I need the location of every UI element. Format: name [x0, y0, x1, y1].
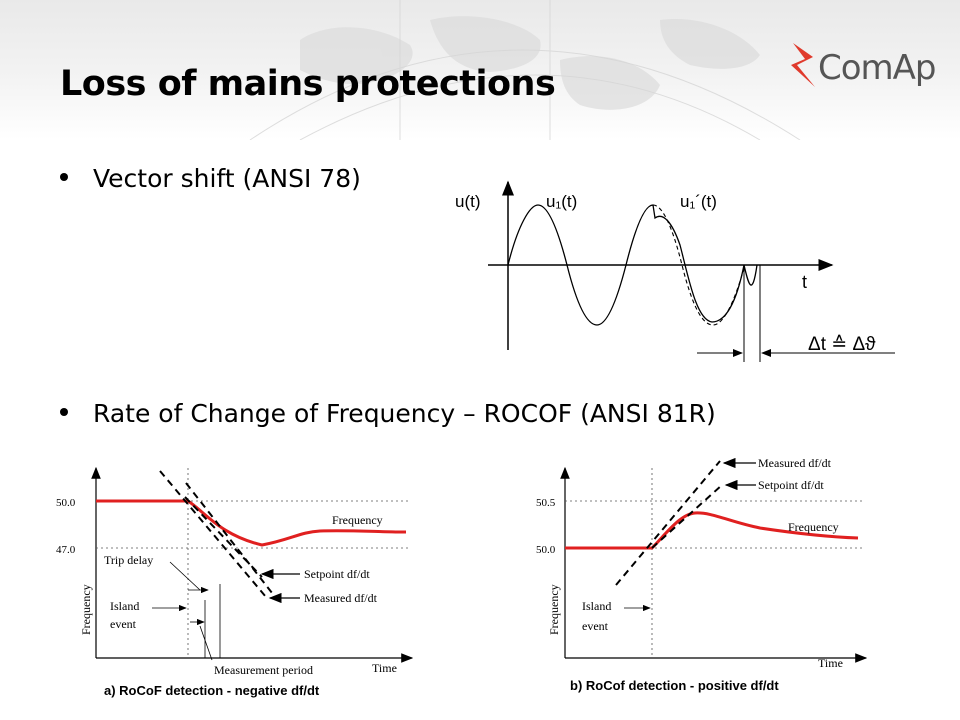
pos-island-label-2: event	[582, 619, 609, 633]
neg-trip-delay-box	[100, 551, 172, 568]
neg-measured-label: Measured df/dt	[304, 591, 378, 605]
bullet-dot	[60, 408, 68, 416]
pos-setpoint-label: Setpoint df/dt	[758, 478, 824, 492]
pos-island-box	[576, 596, 626, 636]
neg-island-box	[104, 596, 154, 636]
neg-island-label-1: Island	[110, 599, 139, 613]
neg-measured-line	[159, 470, 267, 598]
neg-xlabel: Time	[372, 661, 397, 675]
pos-caption: b) RoCof detection - positive df/dt	[570, 678, 779, 693]
bullet-dot	[60, 173, 68, 181]
pos-frequency-label: Frequency	[788, 520, 839, 534]
vs-label-t: t	[802, 272, 807, 292]
bullet-text: Vector shift (ANSI 78)	[93, 164, 361, 193]
neg-setpoint-label: Setpoint df/dt	[304, 567, 370, 581]
vs-label-u1-prime: u₁´(t)	[680, 192, 717, 211]
pos-measured-label: Measured df/dt	[758, 456, 832, 470]
neg-setpoint-line	[184, 496, 263, 578]
neg-tick-50: 50.0	[56, 497, 76, 509]
vs-label-u1: u₁(t)	[546, 192, 577, 211]
neg-measurement-label: Measurement period	[214, 663, 313, 677]
neg-tick-47: 47.0	[56, 544, 76, 556]
vs-label-delta: Δt ≙ Δϑ	[808, 334, 876, 355]
neg-frequency-label: Frequency	[332, 513, 383, 527]
neg-meas-leader	[199, 625, 213, 661]
bullet-vector-shift: Vector shift (ANSI 78)	[60, 164, 361, 193]
pos-measured-line	[615, 460, 721, 586]
logo-mark-icon	[791, 43, 815, 87]
neg-ylabel: Frequency	[79, 584, 93, 635]
pos-tick-505: 50.5	[536, 497, 556, 509]
pos-tick-50: 50.0	[536, 544, 556, 556]
bullet-rocof: Rate of Change of Frequency – ROCOF (ANS…	[60, 399, 716, 428]
world-map-watermark	[249, 0, 801, 140]
neg-island-label-2: event	[110, 617, 137, 631]
pos-xlabel: Time	[818, 656, 843, 670]
pos-island-label-1: Island	[582, 599, 611, 613]
neg-trip-delay-label: Trip delay	[104, 553, 153, 567]
pos-ylabel: Frequency	[547, 584, 561, 635]
neg-trip-delay-leader	[169, 561, 201, 591]
bullet-text: Rate of Change of Frequency – ROCOF (ANS…	[93, 399, 716, 428]
comap-logo: ComAp	[785, 30, 937, 100]
logo-text: ComAp	[818, 48, 937, 88]
neg-frequency-curve	[96, 499, 407, 547]
neg-caption: a) RoCoF detection - negative df/dt	[104, 683, 320, 698]
pos-frequency-curve	[565, 511, 859, 550]
vs-label-u: u(t)	[455, 192, 481, 211]
slide-title: Loss of mains protections	[60, 64, 556, 104]
pos-setpoint-line	[651, 484, 723, 549]
